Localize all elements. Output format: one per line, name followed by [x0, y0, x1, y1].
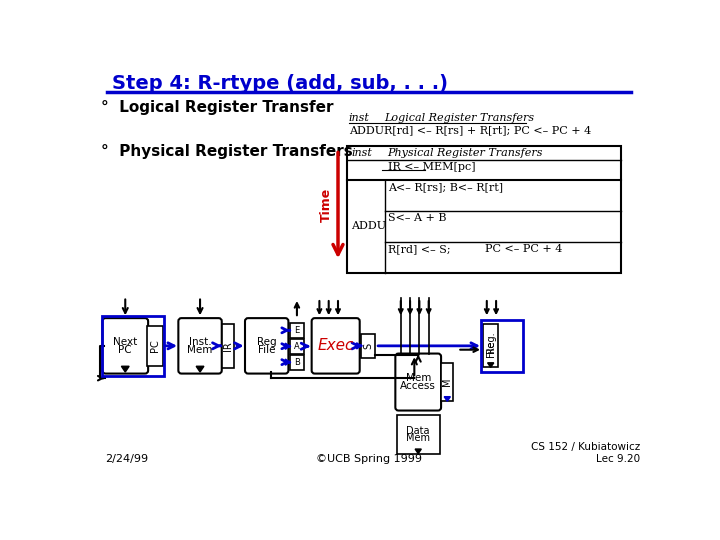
Bar: [361, 334, 375, 358]
Text: Mem: Mem: [187, 345, 212, 355]
Bar: [290, 339, 304, 354]
Text: ©UCB Spring 1999: ©UCB Spring 1999: [316, 454, 422, 464]
Text: °  Physical Register Transfers: ° Physical Register Transfers: [101, 144, 353, 159]
Text: S: S: [363, 343, 373, 349]
Bar: [483, 325, 498, 367]
Polygon shape: [285, 359, 290, 365]
FancyBboxPatch shape: [312, 318, 360, 374]
Bar: [290, 323, 304, 338]
Text: File: File: [486, 341, 495, 357]
Text: Physical Register Transfers: Physical Register Transfers: [387, 148, 543, 158]
Text: Time: Time: [320, 188, 333, 222]
Text: inst: inst: [349, 113, 370, 123]
Text: ADDU: ADDU: [349, 126, 384, 136]
Text: R[rd] <– R[rs] + R[rt]; PC <– PC + 4: R[rd] <– R[rs] + R[rt]; PC <– PC + 4: [384, 126, 592, 136]
Text: Exec: Exec: [318, 339, 354, 353]
Bar: [441, 363, 454, 401]
Polygon shape: [444, 397, 451, 401]
Text: R[rd] <– S;: R[rd] <– S;: [387, 244, 450, 254]
Text: Data: Data: [407, 426, 430, 436]
Text: Reg: Reg: [257, 337, 276, 347]
Text: M: M: [442, 378, 452, 386]
Polygon shape: [356, 343, 361, 349]
Text: ADDU: ADDU: [351, 221, 386, 231]
Text: B: B: [294, 357, 300, 367]
Text: Inst.: Inst.: [189, 337, 212, 347]
Bar: [148, 326, 163, 366]
Text: IR: IR: [223, 341, 233, 350]
Text: Logical Register Transfers: Logical Register Transfers: [384, 113, 535, 123]
Polygon shape: [196, 366, 204, 372]
FancyBboxPatch shape: [102, 318, 148, 374]
FancyBboxPatch shape: [179, 318, 222, 374]
Polygon shape: [122, 366, 129, 372]
Bar: [347, 146, 621, 273]
Bar: [102, 316, 163, 376]
FancyBboxPatch shape: [395, 354, 441, 410]
Polygon shape: [285, 343, 290, 349]
Text: PC: PC: [119, 345, 132, 355]
Bar: [481, 320, 523, 372]
Text: Step 4: R-rtype (add, sub, . . .): Step 4: R-rtype (add, sub, . . .): [112, 74, 448, 93]
Text: Next: Next: [113, 337, 138, 347]
Text: PC: PC: [150, 340, 160, 352]
Bar: [222, 323, 234, 368]
Text: E: E: [294, 326, 300, 335]
Text: Access: Access: [400, 381, 436, 391]
Text: °  Logical Register Transfer: ° Logical Register Transfer: [101, 100, 333, 115]
Text: A: A: [294, 342, 300, 351]
Text: PC <– PC + 4: PC <– PC + 4: [485, 244, 562, 254]
Text: File: File: [258, 345, 276, 355]
Text: Mem: Mem: [405, 373, 431, 383]
Text: inst: inst: [351, 148, 372, 158]
Polygon shape: [487, 363, 494, 367]
FancyBboxPatch shape: [245, 318, 289, 374]
Text: 2/24/99: 2/24/99: [106, 454, 148, 464]
Polygon shape: [415, 449, 421, 454]
Bar: [290, 355, 304, 370]
Text: IR <– MEM[pc]: IR <– MEM[pc]: [387, 162, 475, 172]
Bar: [397, 415, 439, 454]
Text: S<– A + B: S<– A + B: [387, 213, 446, 223]
Text: A<– R[rs]; B<– R[rt]: A<– R[rs]; B<– R[rt]: [387, 182, 503, 192]
Text: Mem: Mem: [406, 433, 431, 443]
Text: Reg.: Reg.: [486, 332, 495, 353]
Text: CS 152 / Kubiatowicz
Lec 9.20: CS 152 / Kubiatowicz Lec 9.20: [531, 442, 640, 464]
